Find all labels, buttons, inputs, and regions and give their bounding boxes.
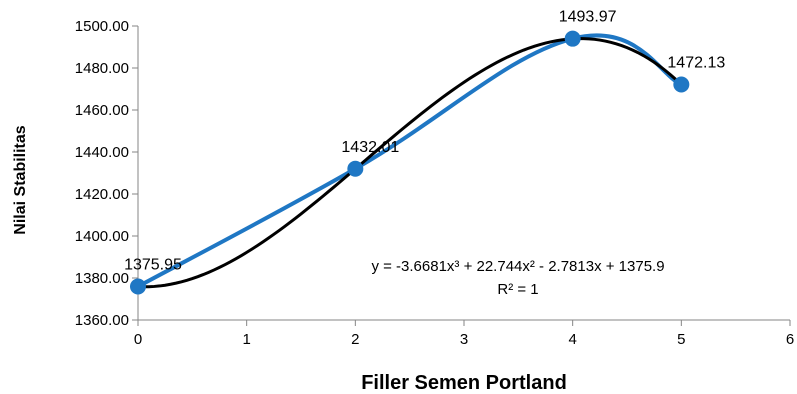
data-point — [130, 278, 146, 295]
y-axis: 1360.00 1380.00 1400.00 1420.00 1440.00 1460.… — [75, 18, 139, 329]
data-label: 1472.13 — [667, 55, 725, 72]
data-label: 1432.01 — [341, 139, 399, 156]
x-axis: 0 1 2 3 4 5 6 — [134, 319, 794, 348]
x-tick-label: 0 — [134, 331, 142, 348]
data-point — [673, 76, 690, 93]
x-tick-label: 3 — [460, 331, 468, 348]
x-tick-label: 5 — [677, 331, 685, 348]
data-point — [564, 30, 581, 47]
y-tick-label: 1400.00 — [75, 228, 129, 245]
x-tick-label: 4 — [568, 331, 576, 348]
trendline-r2: R² = 1 — [497, 281, 538, 298]
y-axis-title: Nilai Stabilitas — [12, 125, 29, 234]
trendline — [137, 37, 683, 289]
data-label: 1375.95 — [124, 257, 182, 274]
y-tick-label: 1480.00 — [75, 60, 129, 77]
series-line — [137, 33, 683, 289]
x-tick-label: 1 — [242, 331, 250, 348]
y-tick-label: 1360.00 — [75, 312, 129, 329]
x-tick-label: 6 — [786, 331, 794, 348]
data-point — [347, 160, 364, 177]
x-axis-title: Filler Semen Portland — [361, 372, 567, 394]
y-tick-label: 1460.00 — [75, 102, 129, 119]
trendline-equation: y = -3.6681x³ + 22.744x² - 2.7813x + 137… — [371, 258, 664, 275]
y-tick-label: 1420.00 — [75, 186, 129, 203]
plot-area: 1375.95 1432.01 1493.97 1472.13 — [124, 9, 725, 295]
y-tick-label: 1500.00 — [75, 18, 129, 35]
data-label: 1493.97 — [559, 9, 617, 26]
y-tick-label: 1440.00 — [75, 144, 129, 161]
y-tick-label: 1380.00 — [75, 270, 129, 287]
x-tick-label: 2 — [351, 331, 359, 348]
